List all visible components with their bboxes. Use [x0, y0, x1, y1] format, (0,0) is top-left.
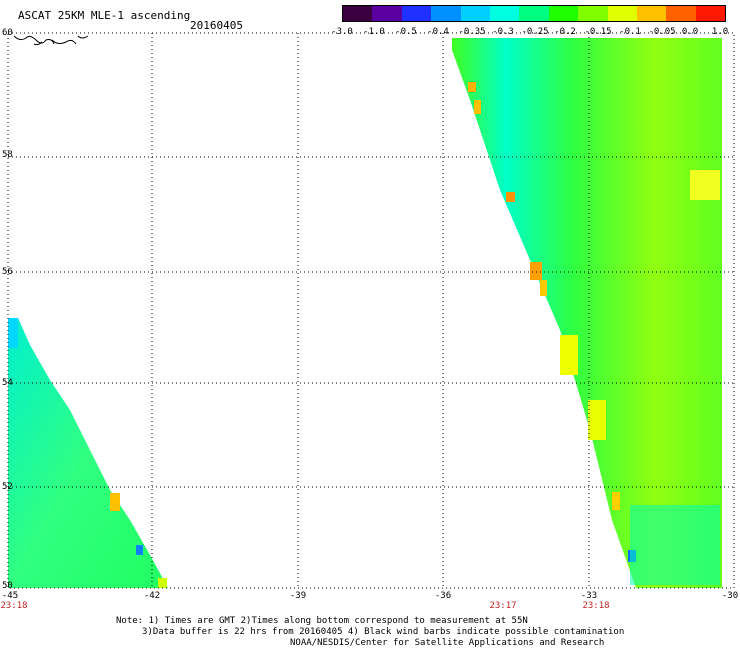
lon-label: -33	[580, 591, 598, 601]
colorbar-segment	[489, 6, 520, 21]
time-label: 23:18	[0, 601, 28, 611]
colorbar-segment	[343, 6, 373, 21]
data-patch	[136, 545, 143, 555]
colorbar	[342, 5, 726, 22]
swath-right	[452, 38, 722, 588]
colorbar-segment	[401, 6, 432, 21]
colorbar-label: 1.0	[711, 27, 729, 37]
colorbar-segment	[548, 6, 579, 21]
colorbar-segment	[431, 6, 461, 21]
note-line-3: NOAA/NESDIS/Center for Satellite Applica…	[290, 638, 605, 648]
colorbar-label: -0.1	[619, 27, 641, 37]
colorbar-label: -0.5	[395, 27, 417, 37]
lat-label: 60	[2, 28, 13, 38]
lat-label: 52	[2, 482, 13, 492]
note-line-1: Note: 1) Times are GMT 2)Times along bot…	[116, 616, 528, 626]
lon-label: -45	[1, 591, 19, 601]
map-date: 20160405	[190, 19, 243, 32]
lat-label: 50	[2, 581, 13, 591]
colorbar-label: -0.15	[584, 27, 612, 37]
colorbar-label: -0.3	[492, 27, 514, 37]
colorbar-label: -3.0	[331, 27, 353, 37]
data-patch	[690, 170, 720, 200]
colorbar-segment	[666, 6, 696, 21]
data-patch	[560, 335, 578, 375]
data-patch	[506, 192, 515, 202]
lon-label: -39	[289, 591, 307, 601]
note-line-2: 3)Data buffer is 22 hrs from 20160405 4)…	[142, 627, 625, 637]
time-label: 23:18	[582, 601, 610, 611]
colorbar-label: 0.0	[681, 27, 699, 37]
colorbar-label: -1.0	[363, 27, 385, 37]
data-patch	[630, 505, 720, 585]
colorbar-label: -0.2	[554, 27, 576, 37]
data-patch	[530, 262, 542, 280]
colorbar-label: -0.4	[427, 27, 449, 37]
data-patch	[158, 578, 167, 588]
swath-left	[8, 318, 168, 588]
colorbar-segment	[372, 6, 402, 21]
colorbar-segment	[578, 6, 608, 21]
colorbar-segment	[695, 6, 726, 21]
data-patch	[110, 493, 120, 511]
lat-label: 54	[2, 378, 13, 388]
data-patch	[468, 82, 476, 92]
colorbar-label: -0.25	[521, 27, 549, 37]
colorbar-segment	[460, 6, 490, 21]
coastline	[13, 35, 89, 46]
time-label: 23:17	[489, 601, 517, 611]
map-title: ASCAT 25KM MLE-1 ascending	[18, 9, 191, 22]
lat-label: 58	[2, 150, 13, 160]
data-patch	[8, 318, 18, 348]
data-patch	[588, 400, 606, 440]
data-patch	[612, 492, 620, 510]
lat-label: 56	[2, 267, 13, 277]
map-frame	[7, 32, 735, 589]
colorbar-label: -0.35	[458, 27, 486, 37]
colorbar-segment	[607, 6, 637, 21]
colorbar-segment	[519, 6, 549, 21]
colorbar-label: -0.05	[648, 27, 676, 37]
colorbar-segment	[636, 6, 667, 21]
data-patch	[474, 100, 481, 114]
lon-label: -42	[143, 591, 161, 601]
grid	[8, 33, 734, 588]
lon-label: -36	[434, 591, 452, 601]
data-patch	[540, 280, 547, 296]
lon-label: -30	[721, 591, 739, 601]
